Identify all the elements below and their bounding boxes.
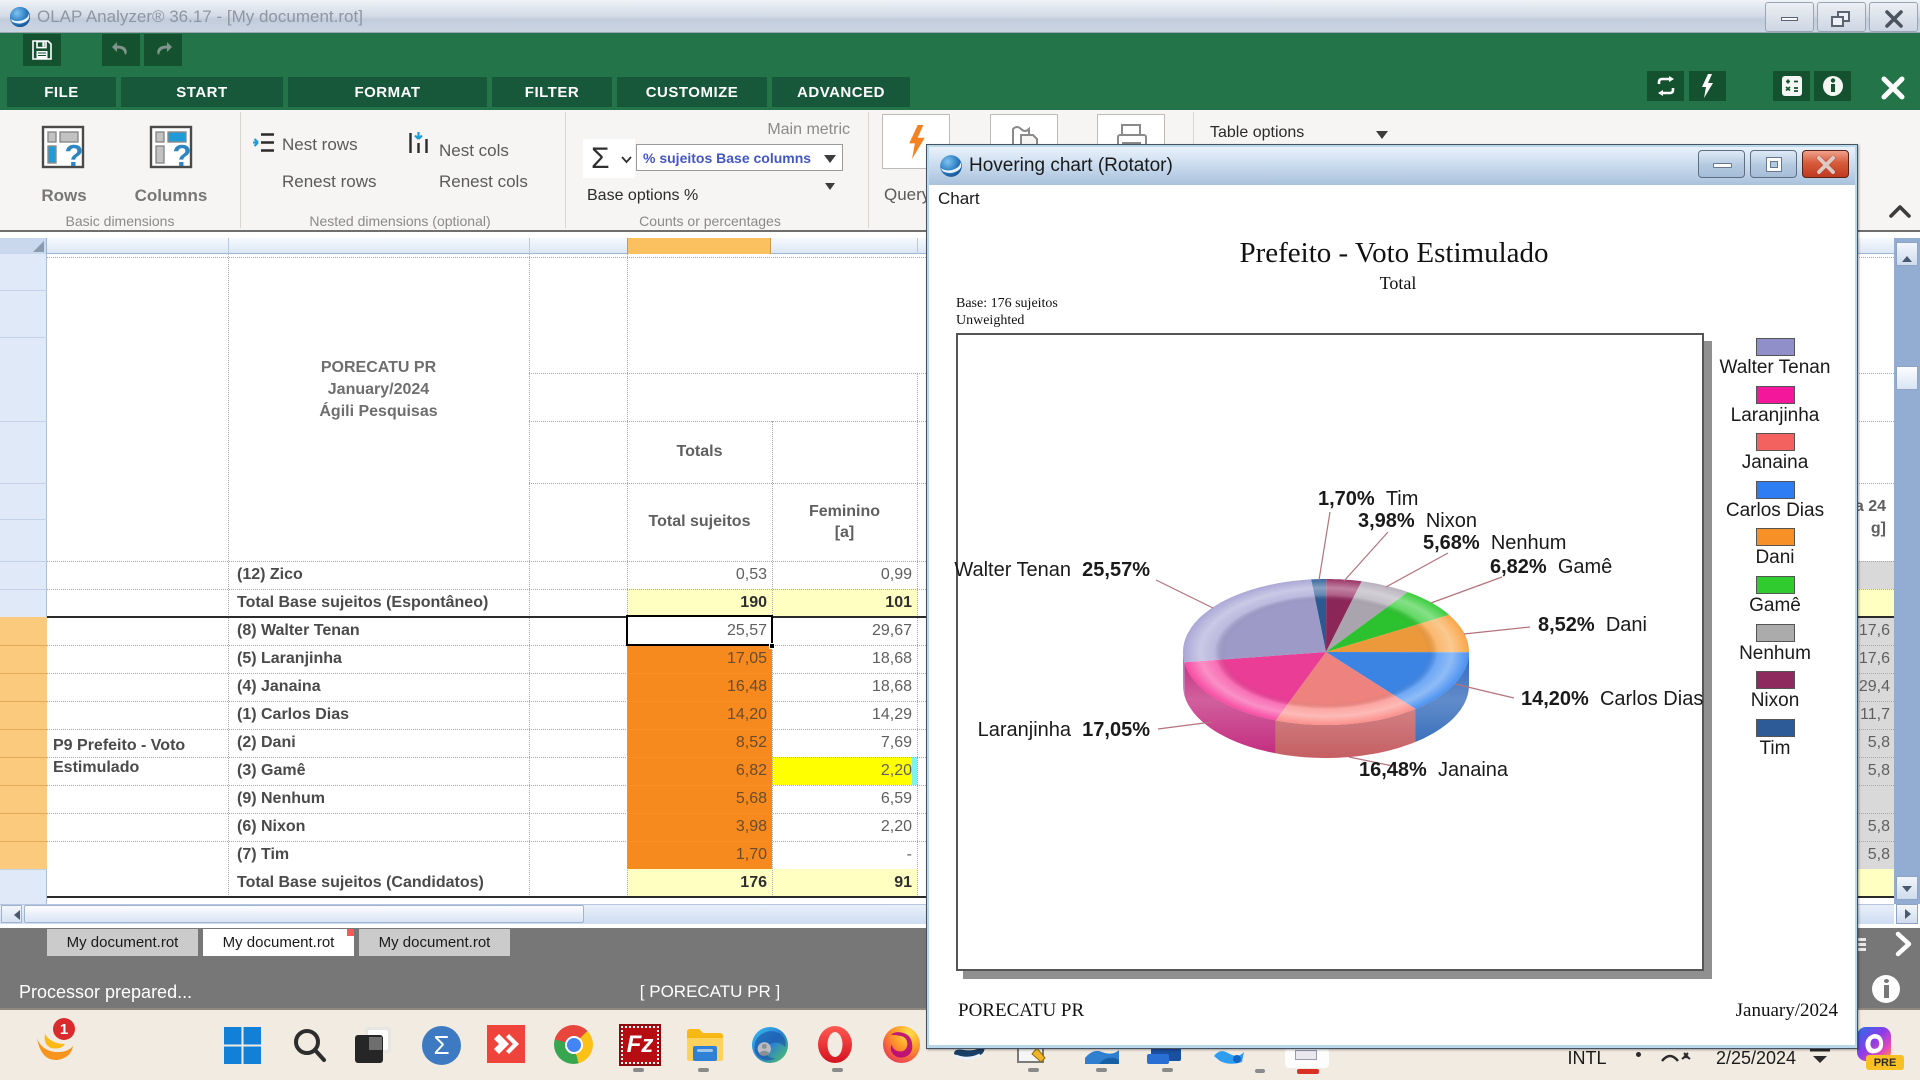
- svg-text:?: ?: [65, 138, 84, 173]
- svg-text:?: ?: [173, 138, 192, 173]
- svg-text:1: 1: [60, 1021, 68, 1038]
